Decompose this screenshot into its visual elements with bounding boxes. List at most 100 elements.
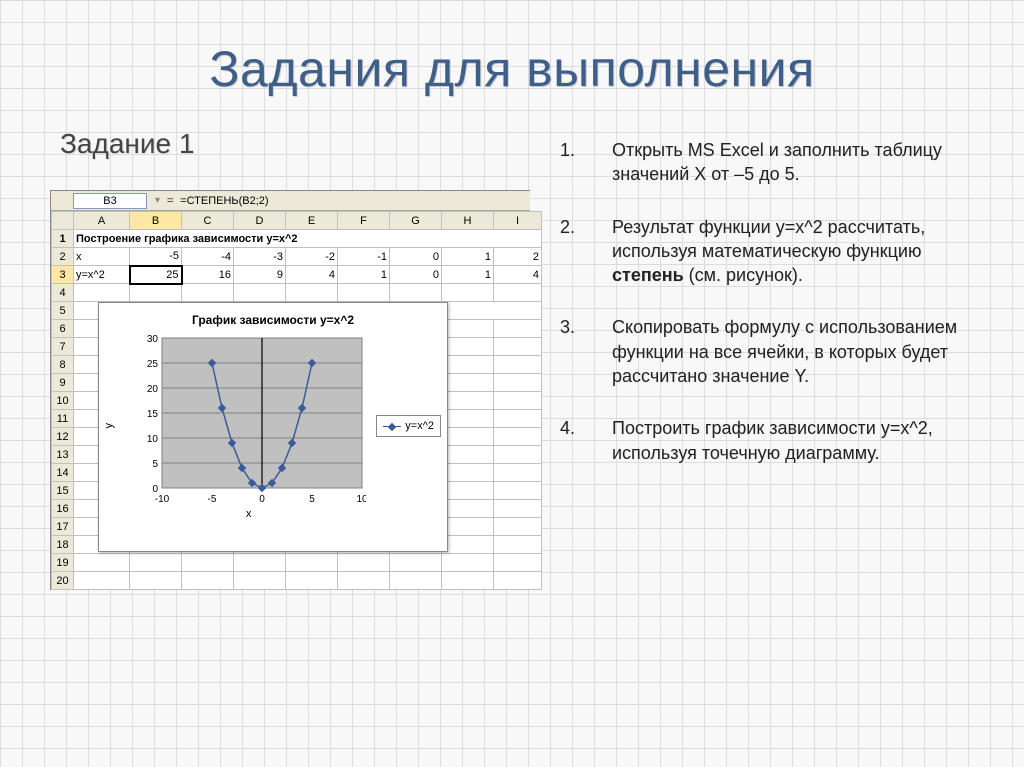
svg-text:15: 15 — [147, 409, 159, 420]
cell — [442, 320, 494, 338]
cell — [494, 500, 542, 518]
instruction-text: Результат функции y=x^2 рассчитать, испо… — [612, 215, 974, 288]
svg-text:-5: -5 — [207, 494, 216, 505]
grid-row: 3y=x^22516941014 — [52, 266, 542, 284]
cell: -5 — [130, 248, 182, 266]
row-head: 7 — [52, 338, 74, 356]
row-head: 13 — [52, 446, 74, 464]
row-head: 17 — [52, 518, 74, 536]
instruction-number: 1. — [560, 138, 590, 187]
cell — [494, 482, 542, 500]
cell — [494, 356, 542, 374]
cell — [130, 554, 182, 572]
cell — [442, 500, 494, 518]
row-head: 4 — [52, 284, 74, 302]
grid-row: 4 — [52, 284, 542, 302]
cell — [286, 572, 338, 590]
cell — [442, 446, 494, 464]
x-axis-label: x — [246, 508, 252, 520]
cell — [494, 446, 542, 464]
instruction-item: 2. Результат функции y=x^2 рассчитать, ис… — [560, 215, 974, 288]
cell — [494, 410, 542, 428]
cell: 25 — [130, 266, 182, 284]
cell — [442, 572, 494, 590]
chart-legend: y=x^2 — [376, 415, 441, 437]
cell — [338, 554, 390, 572]
grid-row: 19 — [52, 554, 542, 572]
cell — [338, 572, 390, 590]
cell — [494, 392, 542, 410]
slide-title: Задания для выполнения — [50, 40, 974, 98]
slide: Задания для выполнения Задание 1 B3 ▾ = … — [0, 0, 1024, 767]
excel-screenshot: B3 ▾ = =СТЕПЕНЬ(B2;2) — [50, 190, 530, 590]
instruction-text: Скопировать формулу с использованием фун… — [612, 315, 974, 388]
cell — [74, 284, 130, 302]
instruction-list: 1.Открыть MS Excel и заполнить таблицу з… — [560, 138, 974, 465]
fx-bar: ▾ = =СТЕПЕНЬ(B2;2) — [155, 193, 530, 208]
right-column: 1.Открыть MS Excel и заполнить таблицу з… — [560, 128, 974, 590]
y-axis-label: y — [99, 423, 121, 429]
cell: x — [74, 248, 130, 266]
instruction-text: Построить график зависимости y=x^2, испо… — [612, 416, 974, 465]
cell — [74, 554, 130, 572]
chart-svg: 051015202530-10-50510 — [132, 332, 366, 506]
grid-row: 2x-5-4-3-2-1012 — [52, 248, 542, 266]
legend-marker — [383, 426, 401, 427]
svg-text:25: 25 — [147, 359, 159, 370]
cell — [182, 554, 234, 572]
cell — [182, 572, 234, 590]
row-head: 9 — [52, 374, 74, 392]
instruction-number: 3. — [560, 315, 590, 388]
cell — [442, 284, 494, 302]
col-head: D — [234, 212, 286, 230]
cell — [442, 536, 494, 554]
cell — [494, 338, 542, 356]
cell — [494, 554, 542, 572]
chart-title: График зависимости y=x^2 — [99, 303, 447, 331]
cell: 1 — [442, 266, 494, 284]
cell — [234, 284, 286, 302]
cell — [442, 410, 494, 428]
cell — [494, 284, 542, 302]
row-head: 19 — [52, 554, 74, 572]
cell — [390, 554, 442, 572]
fx-icon: = — [164, 193, 176, 208]
cell — [442, 518, 494, 536]
cell: 0 — [390, 248, 442, 266]
cell — [442, 356, 494, 374]
cell — [234, 554, 286, 572]
svg-text:30: 30 — [147, 334, 159, 345]
row-head: 10 — [52, 392, 74, 410]
row-head: 3 — [52, 266, 74, 284]
cell — [390, 572, 442, 590]
cell — [74, 572, 130, 590]
cell: y=x^2 — [74, 266, 130, 284]
cell: 9 — [234, 266, 286, 284]
row-head: 16 — [52, 500, 74, 518]
row-head: 18 — [52, 536, 74, 554]
instruction-number: 2. — [560, 215, 590, 288]
row-head: 5 — [52, 302, 74, 320]
cell — [130, 572, 182, 590]
cell — [494, 572, 542, 590]
col-head: G — [390, 212, 442, 230]
cell — [234, 572, 286, 590]
cell — [442, 464, 494, 482]
row-head: 6 — [52, 320, 74, 338]
col-head: A — [74, 212, 130, 230]
cell: 16 — [182, 266, 234, 284]
name-box: B3 — [73, 193, 147, 209]
cell: 4 — [494, 266, 542, 284]
grid-row: 1Построение графика зависимости y=x^2 — [52, 230, 542, 248]
cell — [390, 284, 442, 302]
cell — [494, 518, 542, 536]
legend-label: y=x^2 — [405, 420, 434, 432]
col-head: F — [338, 212, 390, 230]
instruction-number: 4. — [560, 416, 590, 465]
cell — [442, 392, 494, 410]
cell — [338, 284, 390, 302]
cell: 0 — [390, 266, 442, 284]
row-head: 2 — [52, 248, 74, 266]
cell — [442, 428, 494, 446]
instruction-item: 4. Построить график зависимости y=x^2, ис… — [560, 416, 974, 465]
